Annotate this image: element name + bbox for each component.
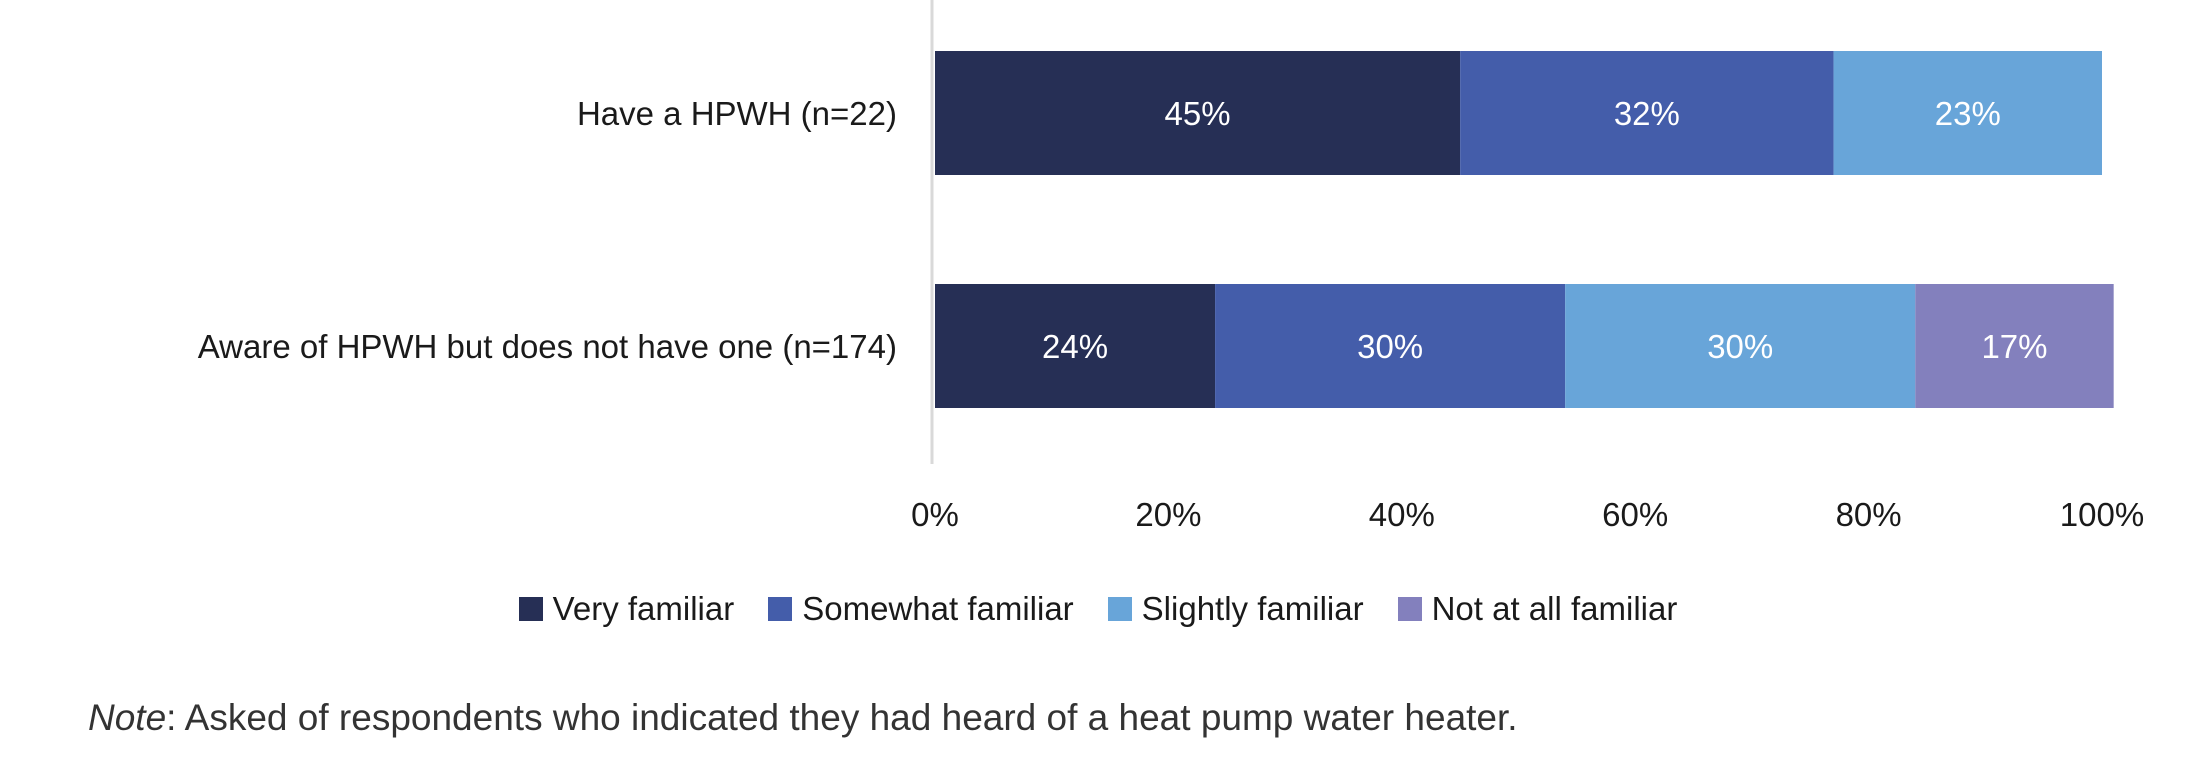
data-label: 30% (1357, 328, 1423, 365)
bar-segment (1915, 284, 2114, 408)
bar-segment (1215, 284, 1566, 408)
legend-item: Slightly familiar (1107, 590, 1364, 628)
legend-label: Very familiar (552, 590, 735, 627)
legend-label: Not at all familiar (1431, 590, 1678, 627)
legend-swatch (518, 597, 543, 621)
bar-segment (1565, 284, 1916, 408)
legend-swatch (768, 597, 793, 621)
data-label: 17% (1981, 328, 2047, 365)
legend-swatch (1397, 597, 1422, 621)
legend: Very familiar Somewhat familiar Slightly f… (0, 585, 2196, 633)
x-tick-label: 40% (1369, 496, 1435, 533)
bar-segment (1460, 51, 1834, 175)
legend-item: Very familiar (518, 590, 735, 628)
note-label: Note (88, 697, 167, 738)
legend-label: Slightly familiar (1141, 590, 1364, 627)
bar-segment (935, 51, 1461, 175)
legend-item: Somewhat familiar (768, 590, 1074, 628)
legend-label: Somewhat familiar (802, 590, 1074, 627)
category-label: Have a HPWH (n=22) (577, 95, 897, 132)
data-label: 23% (1935, 95, 2001, 132)
legend-item: Not at all familiar (1397, 590, 1678, 628)
x-tick-label: 60% (1602, 496, 1668, 533)
category-label: Aware of HPWH but does not have one (n=1… (198, 328, 897, 365)
x-tick-label: 0% (911, 496, 959, 533)
stacked-bar-chart: 45% 32% 23% Have a HPWH (n=22) 24% 30% 30% 17% A… (198, 0, 2144, 533)
x-tick-label: 20% (1135, 496, 1201, 533)
x-tick-label: 80% (1836, 496, 1902, 533)
data-label: 45% (1165, 95, 1231, 132)
bar-segment (1833, 51, 2102, 175)
note-text: : Asked of respondents who indicated the… (166, 697, 1518, 738)
legend-swatch (1107, 597, 1132, 621)
chart-note: Note: Asked of respondents who indicated… (88, 697, 1518, 739)
data-label: 24% (1042, 328, 1108, 365)
bar-segment (935, 284, 1216, 408)
data-label: 30% (1707, 328, 1773, 365)
x-tick-label: 100% (2060, 496, 2144, 533)
data-label: 32% (1614, 95, 1680, 132)
